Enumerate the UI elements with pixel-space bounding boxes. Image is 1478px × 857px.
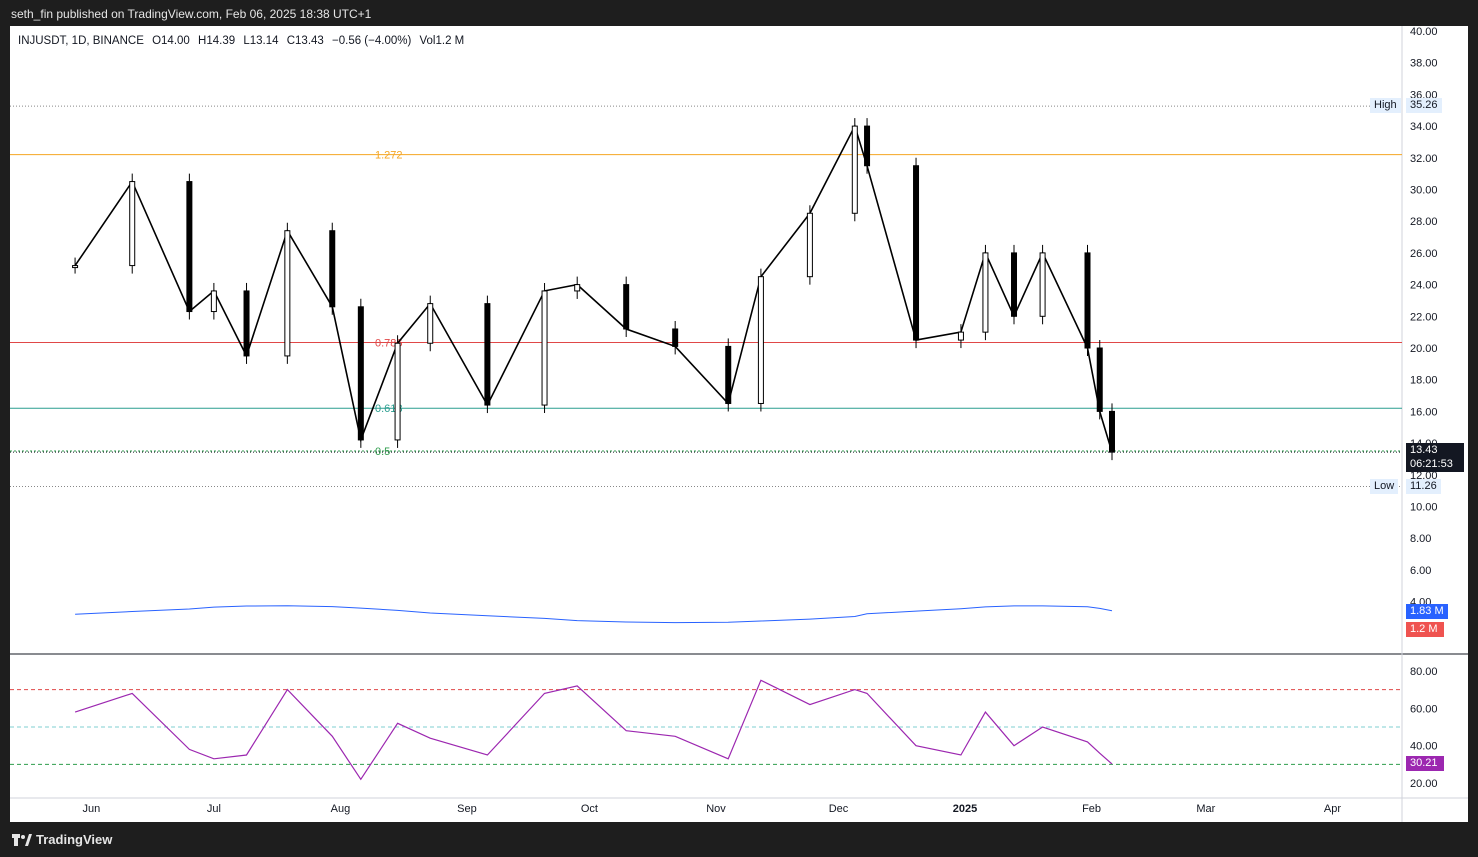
tradingview-logo[interactable]: TradingView <box>12 832 112 847</box>
price-tick-label: 6.00 <box>1410 565 1431 577</box>
rsi-tick-label: 80.00 <box>1410 666 1438 678</box>
candle-body <box>427 303 434 344</box>
legend-low: L13.14 <box>243 35 279 47</box>
rsi-tick-label: 20.00 <box>1410 778 1438 790</box>
price-series-line <box>74 123 1113 453</box>
candle-body <box>1108 410 1115 453</box>
time-axis-label: 2025 <box>953 803 977 815</box>
candle-body <box>982 252 989 333</box>
price-tick-label: 8.00 <box>1410 533 1431 545</box>
low-label-tag: Low <box>1370 478 1399 494</box>
time-axis-label: Dec <box>829 803 849 815</box>
price-tick-label: 28.00 <box>1410 216 1438 228</box>
price-tick-label: 40.00 <box>1410 26 1438 38</box>
candle-body <box>851 125 858 214</box>
rsi-tick-label: 40.00 <box>1410 741 1438 753</box>
volume-tag: 1.2 M <box>1406 622 1444 637</box>
countdown-tag: 06:21:53 <box>1406 457 1464 473</box>
candle-body <box>672 328 679 347</box>
legend-open: O14.00 <box>152 35 190 47</box>
published-header: seth_fin published on TradingView.com, F… <box>0 0 1478 26</box>
candle-body <box>957 331 964 341</box>
candle-body <box>757 276 764 404</box>
last-price-tag: 13.43 <box>1406 443 1464 459</box>
rsi-line <box>74 679 1113 781</box>
candle-body <box>1011 252 1018 317</box>
footer-bar: TradingView <box>0 822 1478 857</box>
low-value-tag: 11.26 <box>1406 478 1441 494</box>
high-label-tag: High <box>1370 98 1401 114</box>
candle-body <box>1096 347 1103 412</box>
price-tick-label: 32.00 <box>1410 153 1438 165</box>
time-axis-label: Aug <box>331 803 351 815</box>
candle-body <box>186 181 193 313</box>
price-tick-label: 38.00 <box>1410 58 1438 70</box>
tradingview-icon <box>12 833 32 846</box>
price-tick-label: 26.00 <box>1410 248 1438 260</box>
price-tick-label: 24.00 <box>1410 280 1438 292</box>
price-tick-label: 22.00 <box>1410 311 1438 323</box>
candle-body <box>864 125 871 167</box>
price-tick-label: 10.00 <box>1410 502 1438 514</box>
chart-canvas[interactable]: 40.0038.0036.0034.0032.0030.0028.0026.00… <box>10 26 1468 822</box>
time-axis-label: Jun <box>83 803 101 815</box>
time-axis-label: Jul <box>207 803 221 815</box>
candle-body <box>1084 252 1091 349</box>
candle-body <box>541 290 548 406</box>
time-axis-label: Apr <box>1324 803 1341 815</box>
legend-symbol[interactable]: INJUSDT, 1D, BINANCE <box>18 35 144 47</box>
candle-body <box>574 284 581 292</box>
volume-ma-line <box>75 605 1113 624</box>
price-tick-label: 30.00 <box>1410 185 1438 197</box>
candle-body <box>1039 252 1046 317</box>
volume-ma-tag: 1.83 M <box>1406 604 1448 619</box>
time-axis-label: Feb <box>1082 803 1101 815</box>
rsi-tick-label: 60.00 <box>1410 703 1438 715</box>
candle-body <box>129 181 136 267</box>
candle-body <box>210 290 217 313</box>
high-value-tag: 35.26 <box>1406 98 1442 114</box>
price-tick-label: 16.00 <box>1410 406 1438 418</box>
candle-body <box>284 230 291 357</box>
fib-label-1.272: 1.272 <box>375 150 403 162</box>
legend-close: C13.43 <box>286 35 324 47</box>
symbol-legend: INJUSDT, 1D, BINANCE O14.00 H14.39 L13.1… <box>18 35 469 47</box>
time-axis-label: Mar <box>1196 803 1215 815</box>
tradingview-brand: TradingView <box>36 832 113 847</box>
candle-body <box>72 265 79 269</box>
time-axis-label: Nov <box>706 803 726 815</box>
candle-body <box>484 303 491 406</box>
candle-body <box>357 306 364 441</box>
candle-body <box>725 345 732 404</box>
candle-body <box>394 342 401 441</box>
legend-high: H14.39 <box>198 35 236 47</box>
legend-volume: Vol1.2 M <box>419 35 465 47</box>
candle-body <box>243 290 250 357</box>
chart-frame[interactable]: 40.00 38.00 36.00 34.00 32.00 30.00 28.00 26.00… <box>10 26 1468 822</box>
time-axis-label: Oct <box>581 803 598 815</box>
price-tick-label: 18.00 <box>1410 375 1438 387</box>
candle-body <box>913 165 920 341</box>
legend-change: −0.56 (−4.00%) <box>332 35 412 47</box>
candle-body <box>329 230 336 308</box>
price-tick-label: 20.00 <box>1410 343 1438 355</box>
candle-body <box>623 284 630 330</box>
candle-body <box>806 212 813 278</box>
rsi-value-tag: 30.21 <box>1406 755 1444 771</box>
price-tick-label: 34.00 <box>1410 121 1438 133</box>
time-axis-label: Sep <box>457 803 477 815</box>
published-text: seth_fin published on TradingView.com, F… <box>11 7 372 21</box>
